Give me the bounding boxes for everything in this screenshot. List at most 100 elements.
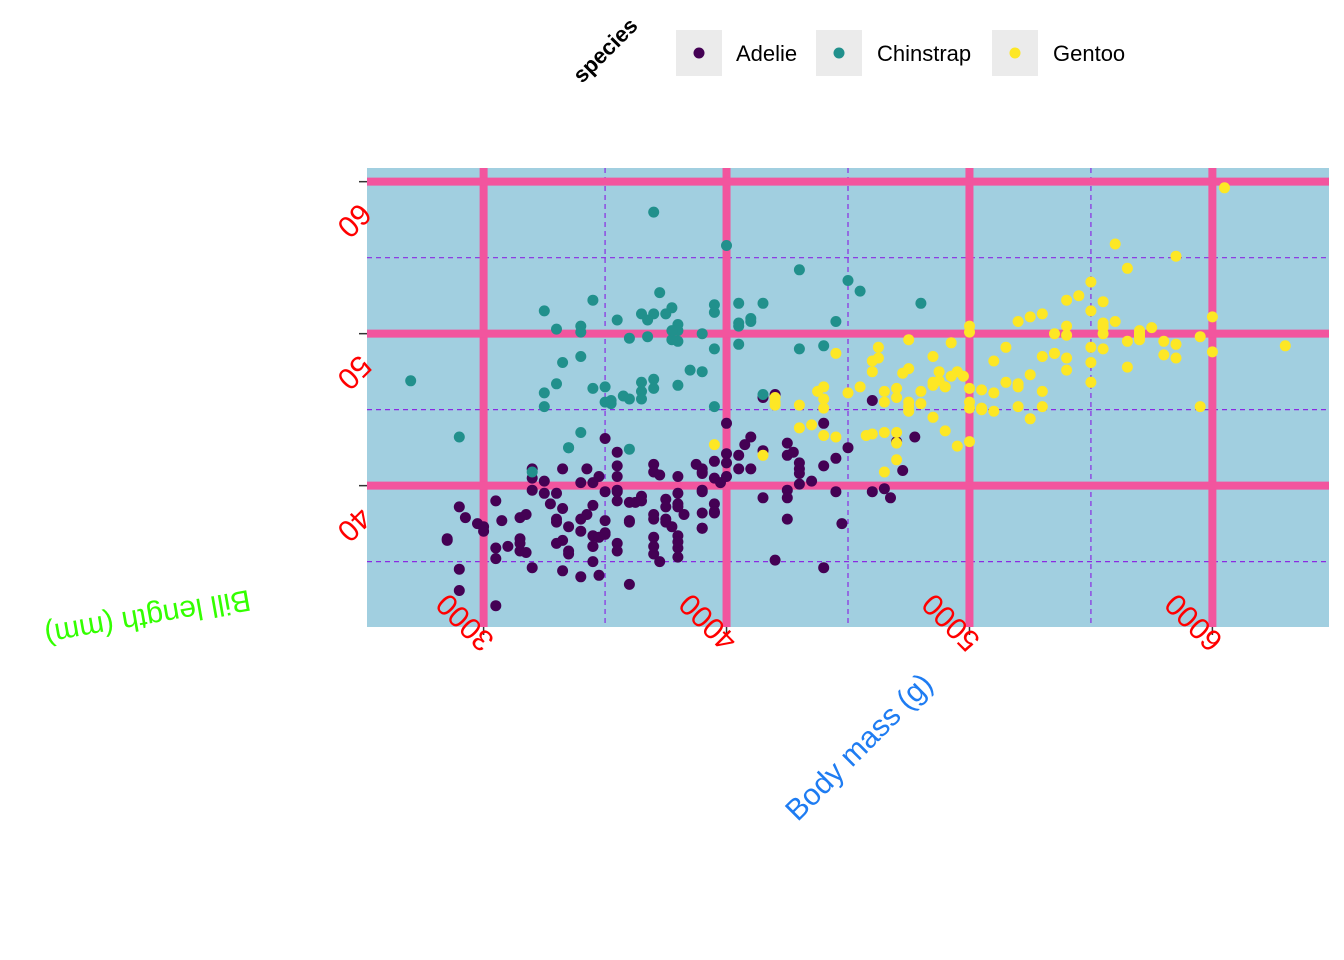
point-gentoo: [1036, 351, 1048, 362]
legend-label-gentoo: Gentoo: [1053, 41, 1125, 66]
point-chinstrap: [623, 393, 635, 405]
point-gentoo: [878, 396, 890, 408]
point-adelie: [563, 545, 575, 557]
point-gentoo: [1036, 308, 1048, 320]
point-gentoo: [1036, 385, 1048, 397]
point-gentoo: [1085, 305, 1097, 317]
point-gentoo: [860, 430, 872, 441]
point-adelie: [478, 521, 490, 533]
point-adelie: [459, 512, 471, 524]
point-adelie: [672, 487, 684, 499]
point-chinstrap: [708, 299, 720, 311]
point-chinstrap: [757, 389, 769, 400]
point-gentoo: [1061, 364, 1073, 376]
point-gentoo: [842, 387, 854, 399]
point-chinstrap: [648, 373, 660, 385]
point-adelie: [514, 537, 526, 549]
point-adelie: [593, 531, 605, 543]
point-adelie: [557, 565, 569, 577]
point-adelie: [793, 478, 805, 490]
point-adelie: [551, 487, 562, 499]
point-chinstrap: [538, 305, 550, 317]
point-gentoo: [903, 396, 915, 408]
legend-title: species: [568, 13, 643, 88]
legend-dot-gentoo: [1009, 47, 1021, 59]
point-adelie: [648, 548, 660, 560]
point-gentoo: [1012, 316, 1024, 327]
point-gentoo: [1121, 262, 1133, 274]
point-adelie: [453, 585, 465, 596]
point-adelie: [781, 492, 793, 504]
point-gentoo: [1109, 316, 1121, 327]
point-adelie: [611, 545, 623, 557]
point-gentoo: [1121, 361, 1133, 373]
point-adelie: [721, 457, 732, 469]
point-gentoo: [1097, 343, 1109, 355]
point-chinstrap: [623, 443, 635, 455]
point-chinstrap: [623, 332, 635, 344]
point-adelie: [793, 457, 805, 469]
point-adelie: [739, 439, 751, 451]
point-chinstrap: [654, 287, 666, 299]
point-chinstrap: [551, 323, 562, 335]
point-gentoo: [1061, 320, 1073, 332]
point-gentoo: [939, 425, 951, 437]
point-adelie: [520, 509, 532, 520]
point-adelie: [490, 553, 502, 565]
point-gentoo: [903, 334, 915, 346]
point-adelie: [781, 484, 793, 496]
point-adelie: [696, 522, 708, 534]
point-chinstrap: [405, 375, 417, 387]
point-adelie: [599, 486, 611, 498]
point-chinstrap: [642, 331, 654, 343]
point-adelie: [818, 562, 830, 574]
point-adelie: [587, 499, 599, 511]
point-adelie: [551, 516, 562, 528]
point-adelie: [520, 547, 532, 558]
point-gentoo: [1024, 369, 1036, 381]
point-gentoo: [957, 370, 969, 382]
point-gentoo: [927, 411, 939, 423]
point-chinstrap: [642, 314, 654, 326]
point-chinstrap: [557, 357, 569, 368]
point-chinstrap: [745, 316, 757, 327]
point-adelie: [599, 433, 611, 444]
point-gentoo: [927, 351, 939, 362]
point-adelie: [733, 463, 745, 475]
point-adelie: [721, 417, 732, 429]
point-gentoo: [988, 355, 1000, 367]
point-gentoo: [1158, 349, 1170, 361]
point-gentoo: [818, 393, 830, 405]
point-adelie: [563, 521, 575, 533]
point-adelie: [909, 431, 921, 443]
point-chinstrap: [672, 379, 684, 391]
point-adelie: [636, 495, 647, 507]
point-gentoo: [1170, 338, 1182, 350]
point-gentoo: [1061, 352, 1073, 364]
point-gentoo: [1073, 290, 1085, 302]
point-adelie: [696, 507, 708, 519]
point-chinstrap: [793, 343, 805, 355]
point-adelie: [453, 501, 465, 513]
point-adelie: [660, 513, 672, 525]
point-chinstrap: [526, 466, 538, 478]
point-adelie: [575, 525, 587, 537]
point-adelie: [715, 477, 726, 489]
point-chinstrap: [605, 395, 617, 406]
point-adelie: [648, 531, 660, 543]
point-adelie: [781, 513, 793, 525]
point-gentoo: [933, 366, 945, 378]
point-chinstrap: [563, 442, 575, 454]
point-adelie: [502, 540, 514, 552]
point-adelie: [623, 516, 635, 528]
point-chinstrap: [666, 325, 678, 337]
point-gentoo: [878, 385, 890, 397]
point-adelie: [793, 468, 805, 479]
point-adelie: [696, 463, 708, 475]
point-chinstrap: [575, 351, 587, 362]
point-adelie: [830, 486, 842, 498]
point-adelie: [575, 477, 587, 489]
point-gentoo: [891, 427, 903, 438]
point-adelie: [660, 501, 672, 513]
